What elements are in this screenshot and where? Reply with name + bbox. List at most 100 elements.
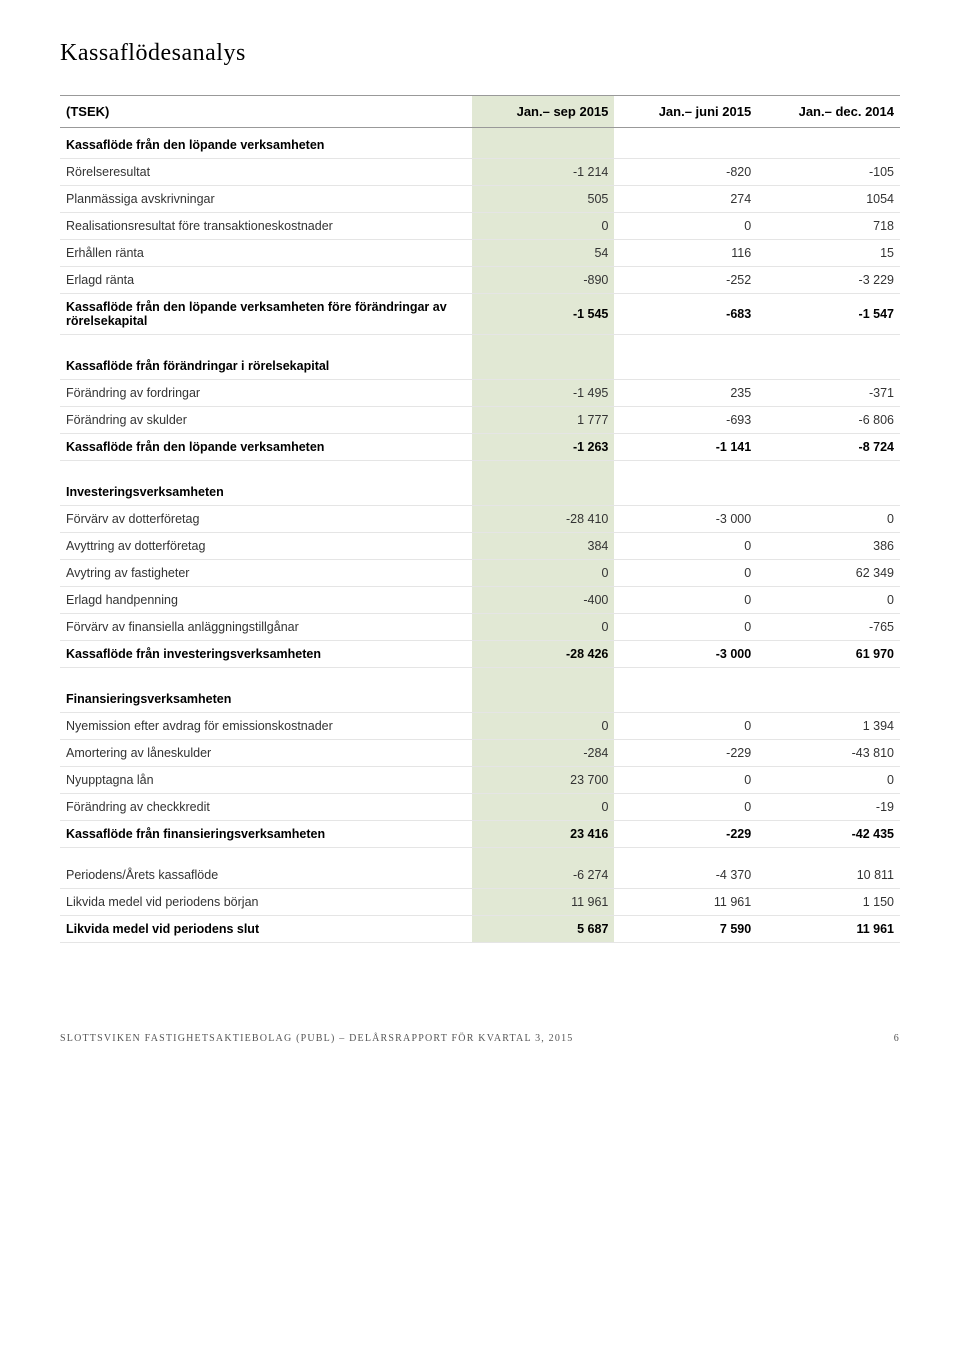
cell-v2: -820 <box>614 159 757 186</box>
cell-v1: -1 495 <box>472 380 615 407</box>
cell-v2: 0 <box>614 213 757 240</box>
spacer-cell <box>60 668 472 683</box>
cell-v1: 5 687 <box>472 916 615 943</box>
footer-text: SLOTTSVIKEN FASTIGHETSAKTIEBOLAG (PUBL) … <box>60 1033 573 1044</box>
page-number: 6 <box>894 1033 900 1044</box>
cell-v3: 0 <box>757 767 900 794</box>
section-header-row: Kassaflöde från förändringar i rörelseka… <box>60 349 900 380</box>
spacer-cell <box>757 335 900 350</box>
cell-v3: -42 435 <box>757 821 900 848</box>
cell-v1: 54 <box>472 240 615 267</box>
cell-v1: 23 700 <box>472 767 615 794</box>
cell <box>614 349 757 380</box>
row-label: Avyttring av dotterföretag <box>60 533 472 560</box>
cell-v3: 61 970 <box>757 641 900 668</box>
cell-v3: 718 <box>757 213 900 240</box>
section-header-label: Finansieringsverksamheten <box>60 682 472 713</box>
cashflow-table: (TSEK) Jan.– sep 2015 Jan.– juni 2015 Ja… <box>60 95 900 943</box>
cell-v1: 505 <box>472 186 615 213</box>
cell-v1: -284 <box>472 740 615 767</box>
cell <box>472 128 615 159</box>
cell-v2: -3 000 <box>614 506 757 533</box>
row-label: Amortering av låneskulder <box>60 740 472 767</box>
cell-v2: 0 <box>614 794 757 821</box>
cell-v1: 384 <box>472 533 615 560</box>
row-label: Realisationsresultat före transaktionesk… <box>60 213 472 240</box>
cell-v2: 116 <box>614 240 757 267</box>
cell-v2: 7 590 <box>614 916 757 943</box>
cell <box>757 349 900 380</box>
cell-v3: 0 <box>757 506 900 533</box>
spacer-cell <box>757 668 900 683</box>
spacer-cell <box>472 461 615 476</box>
cell-v3: 1 150 <box>757 889 900 916</box>
section-header-row: Investeringsverksamheten <box>60 475 900 506</box>
spacer-cell <box>614 668 757 683</box>
cell <box>472 475 615 506</box>
table-row: Amortering av låneskulder-284-229-43 810 <box>60 740 900 767</box>
row-label: Kassaflöde från den löpande verksamheten… <box>60 294 472 335</box>
cell-v3: -19 <box>757 794 900 821</box>
table-row: Likvida medel vid periodens slut5 6877 5… <box>60 916 900 943</box>
table-row: Nyupptagna lån23 70000 <box>60 767 900 794</box>
row-label: Förvärv av finansiella anläggningstillgå… <box>60 614 472 641</box>
cell-v3: -8 724 <box>757 434 900 461</box>
row-label: Nyupptagna lån <box>60 767 472 794</box>
cell <box>757 682 900 713</box>
table-row: Förändring av checkkredit00-19 <box>60 794 900 821</box>
table-row: Avytring av fastigheter0062 349 <box>60 560 900 587</box>
table-row: Erlagd handpenning-40000 <box>60 587 900 614</box>
table-row: Kassaflöde från den löpande verksamheten… <box>60 434 900 461</box>
table-row: Erhållen ränta5411615 <box>60 240 900 267</box>
spacer-row <box>60 335 900 350</box>
cell-v2: -229 <box>614 821 757 848</box>
row-label: Erhållen ränta <box>60 240 472 267</box>
spacer-cell <box>614 461 757 476</box>
row-label: Nyemission efter avdrag för emissionskos… <box>60 713 472 740</box>
cell-v1: -28 426 <box>472 641 615 668</box>
spacer-cell <box>614 848 757 863</box>
row-label: Kassaflöde från investeringsverksamheten <box>60 641 472 668</box>
cell-v1: -890 <box>472 267 615 294</box>
col-label: (TSEK) <box>60 96 472 128</box>
cell <box>757 475 900 506</box>
spacer-cell <box>472 848 615 863</box>
cell-v2: 0 <box>614 614 757 641</box>
page-title: Kassaflödesanalys <box>60 40 900 67</box>
row-label: Periodens/Årets kassaflöde <box>60 862 472 889</box>
cell-v3: 1054 <box>757 186 900 213</box>
cell-v2: -683 <box>614 294 757 335</box>
table-row: Rörelseresultat-1 214-820-105 <box>60 159 900 186</box>
cell <box>472 682 615 713</box>
cell-v2: 11 961 <box>614 889 757 916</box>
row-label: Kassaflöde från finansieringsverksamhete… <box>60 821 472 848</box>
cell-v3: -765 <box>757 614 900 641</box>
cell-v1: 23 416 <box>472 821 615 848</box>
row-label: Likvida medel vid periodens slut <box>60 916 472 943</box>
section-header-row: Finansieringsverksamheten <box>60 682 900 713</box>
row-label: Förvärv av dotterföretag <box>60 506 472 533</box>
cell-v3: 1 394 <box>757 713 900 740</box>
col-period-1: Jan.– sep 2015 <box>472 96 615 128</box>
cell-v2: -229 <box>614 740 757 767</box>
row-label: Rörelseresultat <box>60 159 472 186</box>
cell-v3: -105 <box>757 159 900 186</box>
cell-v3: 386 <box>757 533 900 560</box>
cell-v1: 0 <box>472 213 615 240</box>
spacer-row <box>60 461 900 476</box>
cell-v1: -28 410 <box>472 506 615 533</box>
spacer-cell <box>614 335 757 350</box>
table-row: Förändring av fordringar-1 495235-371 <box>60 380 900 407</box>
cell-v3: 11 961 <box>757 916 900 943</box>
row-label: Förändring av skulder <box>60 407 472 434</box>
cell-v1: 1 777 <box>472 407 615 434</box>
section-header-label: Kassaflöde från den löpande verksamheten <box>60 128 472 159</box>
spacer-cell <box>472 335 615 350</box>
cell-v1: -400 <box>472 587 615 614</box>
table-row: Kassaflöde från investeringsverksamheten… <box>60 641 900 668</box>
row-label: Förändring av fordringar <box>60 380 472 407</box>
cell-v3: -6 806 <box>757 407 900 434</box>
row-label: Kassaflöde från den löpande verksamheten <box>60 434 472 461</box>
cell-v2: -1 141 <box>614 434 757 461</box>
cell-v3: 0 <box>757 587 900 614</box>
